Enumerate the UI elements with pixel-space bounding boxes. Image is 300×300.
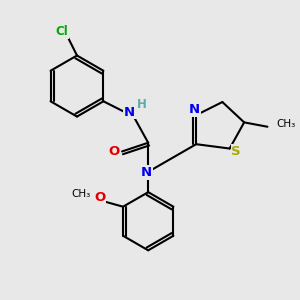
Text: O: O bbox=[108, 145, 119, 158]
Text: N: N bbox=[189, 103, 200, 116]
Text: N: N bbox=[124, 106, 135, 119]
Text: H: H bbox=[137, 98, 147, 111]
Text: S: S bbox=[231, 145, 241, 158]
Text: O: O bbox=[94, 190, 105, 204]
Text: Cl: Cl bbox=[56, 25, 68, 38]
Text: CH₃: CH₃ bbox=[276, 119, 296, 129]
Text: N: N bbox=[141, 166, 152, 179]
Text: CH₃: CH₃ bbox=[71, 189, 91, 199]
